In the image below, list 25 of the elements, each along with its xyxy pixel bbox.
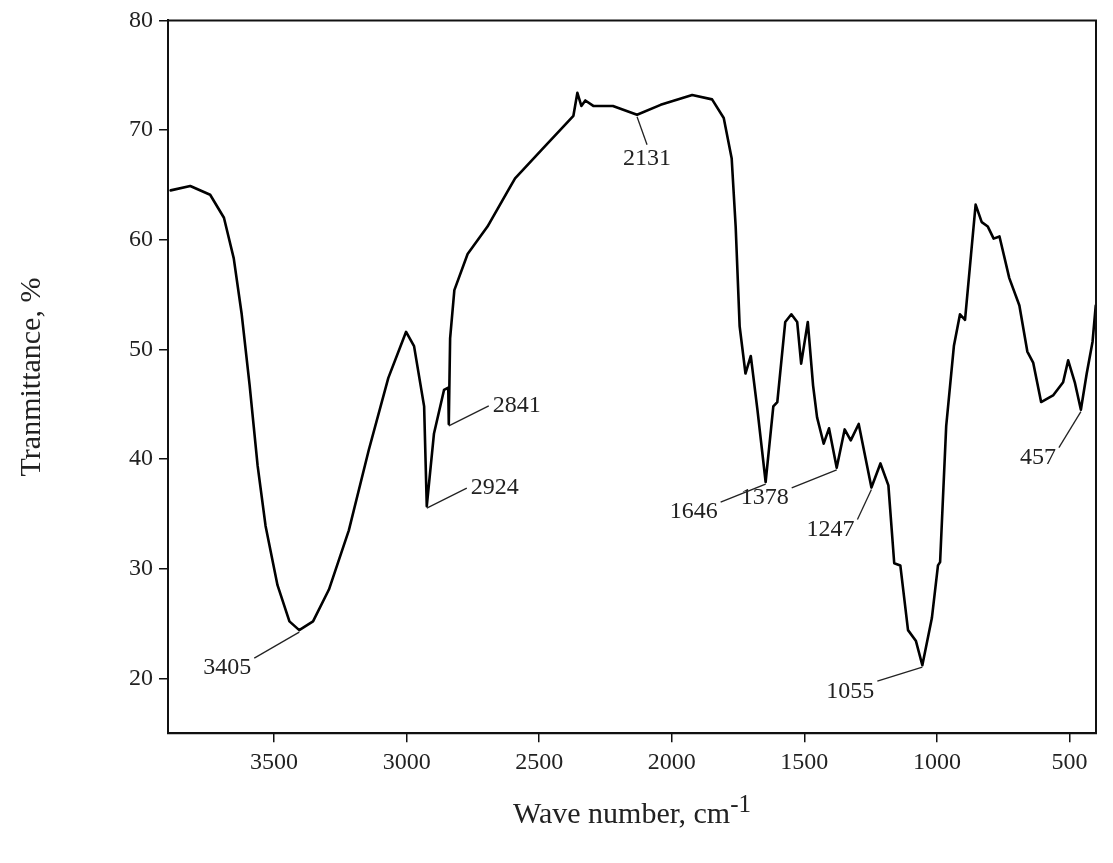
y-tick-label: 40 xyxy=(129,444,153,471)
y-tick-label: 60 xyxy=(129,225,153,252)
x-tick-label: 3000 xyxy=(382,747,431,774)
x-axis-title: Wave number, cm$^{-1}$ xyxy=(512,790,752,830)
annotation: 1646 xyxy=(669,497,718,524)
x-tick-label: 1000 xyxy=(912,747,961,774)
y-axis-title: Tranmittance, % xyxy=(13,277,47,477)
x-tick-label: 2000 xyxy=(647,747,696,774)
x-tick-label: 1500 xyxy=(780,747,829,774)
y-tick-label: 50 xyxy=(129,334,153,361)
y-tick-label: 30 xyxy=(129,554,153,580)
x-tick-label: 2500 xyxy=(515,747,564,774)
annotation: 457 xyxy=(1019,443,1056,469)
annotation: 1055 xyxy=(826,676,875,703)
annotation: 2841 xyxy=(492,391,541,418)
annotation: 2924 xyxy=(470,473,519,500)
annotation: 2131 xyxy=(623,144,672,171)
y-tick-label: 20 xyxy=(129,663,153,690)
y-tick-label: 80 xyxy=(129,5,153,32)
y-tick-label: 70 xyxy=(129,115,153,142)
x-tick-label: 3500 xyxy=(250,747,299,774)
annotation: 1247 xyxy=(806,514,855,541)
annotation: 3405 xyxy=(203,653,252,680)
x-tick-label: 500 xyxy=(1051,747,1088,774)
annotation: 1378 xyxy=(740,483,789,510)
